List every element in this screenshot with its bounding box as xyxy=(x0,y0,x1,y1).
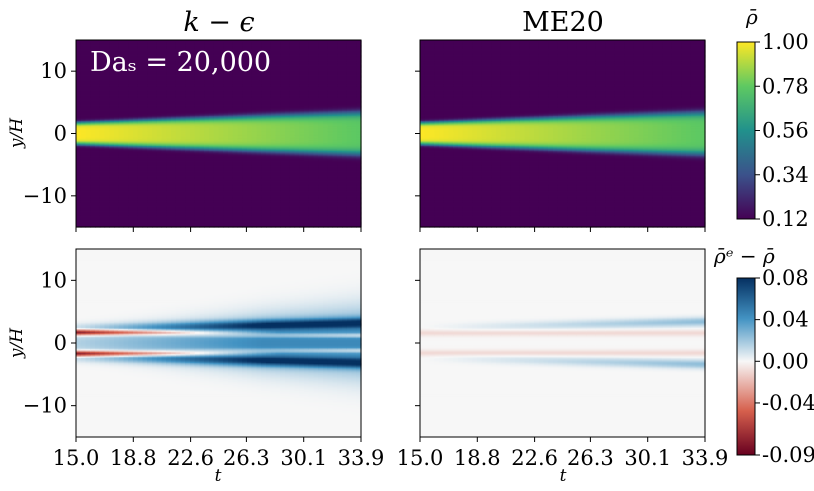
panel-title-k-epsilon: k − ϵ xyxy=(183,7,254,38)
panel-title-me20: ME20 xyxy=(522,7,604,38)
